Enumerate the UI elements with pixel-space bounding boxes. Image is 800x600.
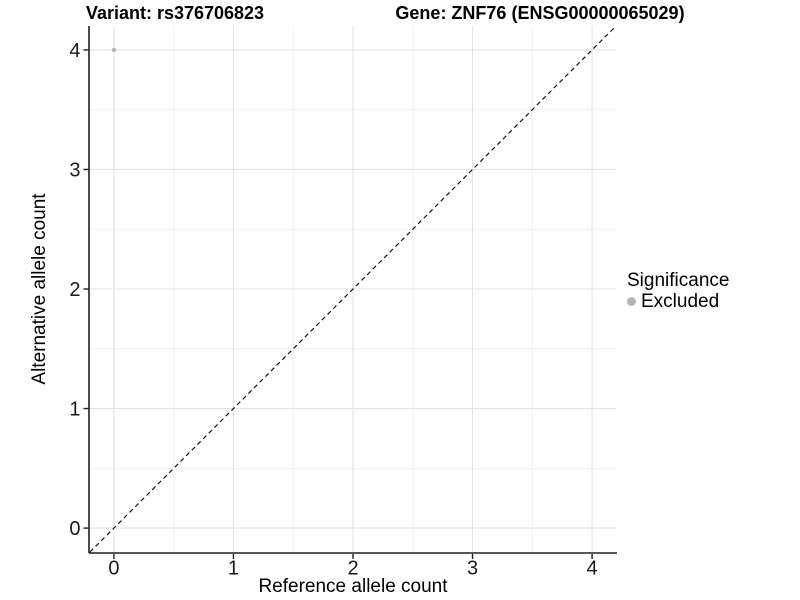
y-axis-title: Alternative allele count — [29, 193, 50, 385]
y-tick-label: 0 — [69, 518, 80, 540]
identity-line — [89, 25, 617, 553]
x-tick-label: 0 — [108, 558, 119, 580]
x-tick-label: 2 — [347, 558, 358, 580]
x-tick-label: 3 — [467, 558, 478, 580]
y-tick-label: 4 — [69, 40, 80, 62]
x-axis-title: Reference allele count — [258, 576, 448, 597]
plot-title-gene: Gene: ZNF76 (ENSG00000065029) — [395, 3, 685, 23]
legend-point-icon — [627, 297, 636, 306]
plot-title-variant: Variant: rs376706823 — [85, 3, 265, 23]
data-point — [111, 47, 117, 53]
legend-item-label: Excluded — [641, 290, 720, 312]
legend: Significance Excluded — [627, 270, 729, 312]
y-tick-label: 1 — [69, 399, 80, 421]
y-tick-label: 3 — [69, 159, 80, 181]
x-tick-label: 4 — [587, 558, 598, 580]
legend-item-excluded: Excluded — [627, 291, 729, 312]
x-tick-label: 1 — [228, 558, 239, 580]
y-tick-label: 2 — [69, 279, 80, 301]
legend-title: Significance — [627, 270, 730, 291]
